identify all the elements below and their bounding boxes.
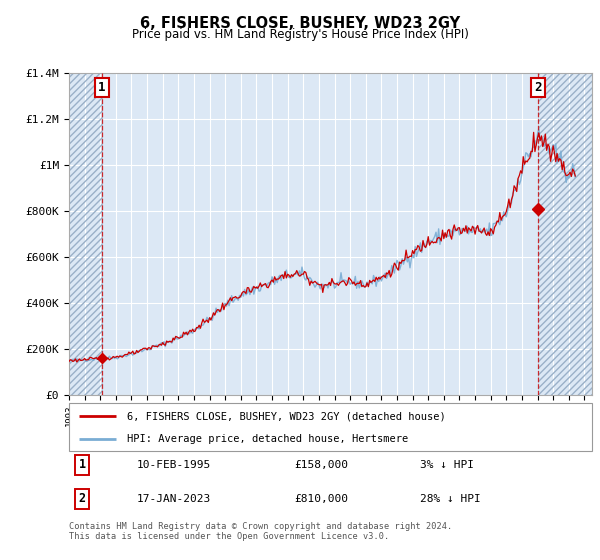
FancyBboxPatch shape <box>69 403 592 451</box>
Text: £810,000: £810,000 <box>294 494 348 504</box>
Text: 1: 1 <box>98 81 106 94</box>
Text: Contains HM Land Registry data © Crown copyright and database right 2024.
This d: Contains HM Land Registry data © Crown c… <box>69 522 452 542</box>
Text: 2: 2 <box>79 492 86 505</box>
Text: £158,000: £158,000 <box>294 460 348 470</box>
Text: HPI: Average price, detached house, Hertsmere: HPI: Average price, detached house, Hert… <box>127 434 408 444</box>
Text: 10-FEB-1995: 10-FEB-1995 <box>137 460 211 470</box>
Text: 28% ↓ HPI: 28% ↓ HPI <box>419 494 480 504</box>
Text: 6, FISHERS CLOSE, BUSHEY, WD23 2GY: 6, FISHERS CLOSE, BUSHEY, WD23 2GY <box>140 16 460 31</box>
Text: 2: 2 <box>535 81 542 94</box>
Text: 3% ↓ HPI: 3% ↓ HPI <box>419 460 473 470</box>
Text: Price paid vs. HM Land Registry's House Price Index (HPI): Price paid vs. HM Land Registry's House … <box>131 28 469 41</box>
Text: 17-JAN-2023: 17-JAN-2023 <box>137 494 211 504</box>
Text: 6, FISHERS CLOSE, BUSHEY, WD23 2GY (detached house): 6, FISHERS CLOSE, BUSHEY, WD23 2GY (deta… <box>127 411 445 421</box>
Text: 1: 1 <box>79 459 86 472</box>
